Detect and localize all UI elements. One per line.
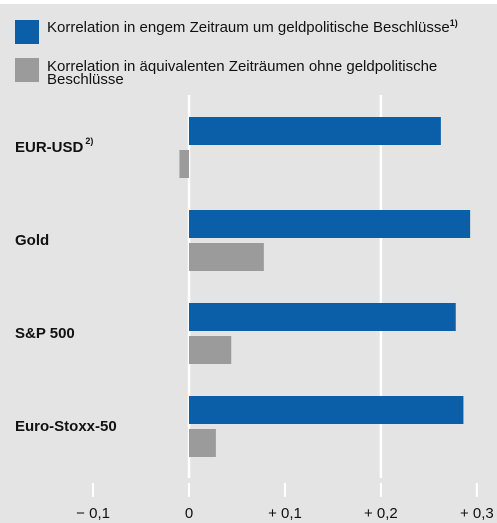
legend-label: Korrelation in äquivalenten Zeiträumen o…: [47, 58, 462, 88]
category-text: S&P 500: [15, 325, 75, 342]
category-label: Gold: [15, 232, 49, 249]
footnote: 2): [85, 136, 93, 146]
x-tick-label: 0: [185, 505, 193, 522]
x-tick-label: + 0,2: [364, 505, 398, 522]
category-label: Euro-Stoxx-50: [15, 418, 117, 435]
bar: [179, 150, 190, 178]
bar: [189, 429, 216, 457]
footnote: 1): [449, 18, 458, 28]
category-label: S&P 500: [15, 325, 75, 342]
x-tick-label: + 0,1: [268, 505, 302, 522]
legend-text: Korrelation in äquivalenten Zeiträumen o…: [47, 58, 438, 88]
bar: [189, 210, 471, 238]
legend-label: Korrelation in engem Zeitraum um geldpol…: [47, 18, 462, 36]
bar: [189, 117, 441, 145]
legend-text: Korrelation in engem Zeitraum um geldpol…: [47, 19, 450, 36]
bar: [189, 336, 232, 364]
bar: [189, 303, 456, 331]
category-text: Euro-Stoxx-50: [15, 418, 117, 435]
category-text: EUR-USD: [15, 139, 84, 156]
category-label: EUR-USD 2): [15, 136, 93, 156]
x-tick-label: − 0,1: [76, 505, 110, 522]
category-text: Gold: [15, 232, 49, 249]
x-tick-label: + 0,3: [460, 505, 494, 522]
legend-swatch: [15, 58, 39, 82]
bar: [189, 243, 264, 271]
bar: [189, 396, 464, 424]
legend-swatch: [15, 20, 39, 44]
